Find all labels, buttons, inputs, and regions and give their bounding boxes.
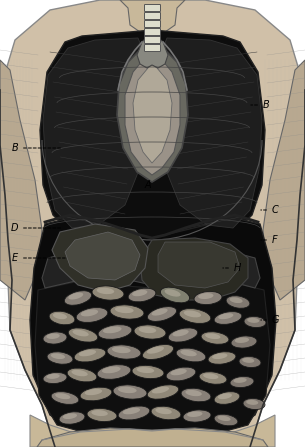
Ellipse shape (87, 409, 117, 422)
Ellipse shape (112, 347, 131, 353)
Ellipse shape (181, 350, 197, 356)
Ellipse shape (81, 309, 98, 316)
Ellipse shape (47, 352, 73, 364)
Polygon shape (37, 428, 268, 447)
Ellipse shape (68, 293, 83, 299)
Ellipse shape (107, 345, 141, 359)
Ellipse shape (73, 330, 89, 337)
Polygon shape (40, 30, 265, 242)
FancyBboxPatch shape (145, 21, 160, 28)
Ellipse shape (234, 378, 247, 383)
Ellipse shape (235, 337, 249, 343)
FancyBboxPatch shape (145, 13, 160, 20)
Ellipse shape (98, 325, 132, 339)
Ellipse shape (63, 413, 77, 419)
Ellipse shape (184, 311, 201, 317)
Ellipse shape (128, 288, 156, 302)
Polygon shape (140, 238, 248, 300)
Ellipse shape (85, 389, 102, 395)
Ellipse shape (179, 308, 211, 324)
Ellipse shape (118, 387, 137, 393)
Ellipse shape (43, 372, 67, 384)
Ellipse shape (170, 369, 187, 375)
Ellipse shape (51, 353, 65, 359)
Text: A: A (145, 180, 151, 190)
Ellipse shape (139, 327, 156, 333)
Ellipse shape (74, 348, 106, 362)
Ellipse shape (152, 308, 168, 316)
Ellipse shape (205, 333, 221, 339)
Polygon shape (157, 38, 262, 228)
Ellipse shape (43, 332, 67, 344)
Text: F: F (261, 235, 278, 245)
Ellipse shape (165, 289, 181, 297)
Ellipse shape (76, 308, 108, 322)
Polygon shape (43, 38, 148, 228)
Ellipse shape (59, 412, 85, 424)
Ellipse shape (68, 328, 98, 342)
Ellipse shape (51, 392, 79, 405)
Polygon shape (30, 415, 275, 447)
Ellipse shape (92, 410, 108, 416)
Ellipse shape (212, 353, 228, 359)
Ellipse shape (218, 313, 233, 319)
Ellipse shape (49, 311, 75, 325)
Ellipse shape (46, 374, 60, 379)
Ellipse shape (79, 350, 96, 356)
Ellipse shape (118, 406, 150, 420)
Ellipse shape (103, 326, 122, 333)
Ellipse shape (203, 373, 218, 379)
Polygon shape (35, 282, 270, 440)
Ellipse shape (187, 411, 203, 417)
Polygon shape (0, 60, 42, 300)
Ellipse shape (160, 287, 190, 303)
Ellipse shape (185, 390, 202, 396)
Ellipse shape (239, 356, 261, 367)
Ellipse shape (147, 346, 164, 354)
Ellipse shape (183, 410, 211, 422)
Ellipse shape (71, 370, 88, 376)
Polygon shape (125, 56, 180, 175)
Ellipse shape (110, 305, 144, 319)
Polygon shape (133, 64, 172, 163)
Ellipse shape (230, 376, 254, 388)
Text: B: B (11, 143, 62, 153)
Ellipse shape (199, 372, 227, 384)
Ellipse shape (151, 406, 181, 420)
Ellipse shape (97, 288, 114, 294)
Ellipse shape (214, 414, 238, 426)
Text: B: B (251, 100, 270, 110)
Polygon shape (137, 32, 168, 68)
Ellipse shape (132, 365, 164, 379)
Ellipse shape (247, 318, 259, 323)
Ellipse shape (102, 367, 120, 373)
Polygon shape (52, 224, 148, 292)
Ellipse shape (242, 358, 254, 363)
Polygon shape (158, 242, 240, 288)
Ellipse shape (194, 291, 222, 304)
Ellipse shape (208, 352, 236, 364)
Ellipse shape (226, 296, 250, 308)
Ellipse shape (64, 291, 92, 305)
Ellipse shape (147, 385, 179, 399)
Text: D: D (10, 223, 62, 233)
Polygon shape (42, 250, 260, 288)
Text: G: G (261, 315, 279, 325)
Ellipse shape (198, 293, 213, 299)
Ellipse shape (166, 367, 196, 381)
Ellipse shape (201, 332, 229, 344)
Ellipse shape (173, 330, 189, 337)
Ellipse shape (67, 368, 97, 382)
Ellipse shape (246, 400, 258, 405)
Ellipse shape (92, 286, 124, 300)
Ellipse shape (113, 385, 147, 399)
Ellipse shape (156, 408, 172, 414)
Text: H: H (223, 263, 241, 273)
Ellipse shape (214, 392, 240, 405)
Ellipse shape (137, 367, 154, 373)
Ellipse shape (230, 297, 242, 303)
Ellipse shape (123, 408, 140, 414)
Ellipse shape (214, 312, 242, 325)
Ellipse shape (217, 416, 231, 421)
